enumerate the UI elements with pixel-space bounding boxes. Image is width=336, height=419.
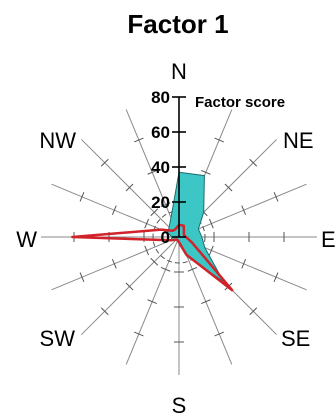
direction-label-n: N [171,59,187,84]
spoke-tick [134,137,144,143]
spoke-WSW [51,236,180,291]
direction-label-s: S [172,393,187,418]
spoke-tick [187,266,198,272]
spoke-tick [100,307,109,316]
direction-label-w: W [16,227,37,252]
spoke-tick [125,282,134,291]
spoke-SW [81,236,180,335]
spoke-tick [134,331,144,337]
spoke-tick [100,158,109,167]
direction-label-sw: SW [40,326,76,351]
spoke-tick [241,205,247,216]
spoke-tick [214,137,224,143]
spoke-tick [147,169,158,175]
spoke-tick [200,169,211,175]
spoke-tick [200,299,211,305]
radial-tick-label-60: 60 [151,123,170,142]
spoke-tick [150,208,159,217]
spoke-tick [160,266,171,272]
spoke-tick [224,183,233,192]
direction-labels: N NE E SE S SW W NW [16,59,335,418]
chart-title: Factor 1 [127,9,228,39]
spoke-tick [147,299,158,305]
spoke-tick [150,257,159,266]
spoke-tick [125,183,134,192]
radial-tick-label-20: 20 [151,193,170,212]
spoke-SSW [125,236,180,365]
radial-tick-label-40: 40 [151,158,170,177]
spoke-NW [81,139,180,238]
y-axis-label: Factor score [195,94,285,111]
spoke-tick [144,245,150,256]
spoke-ENE [178,183,307,238]
spoke-tick [273,272,279,282]
direction-label-e: E [321,227,336,252]
spoke-WNW [51,183,180,238]
radial-axis: 80 60 40 20 0 [151,88,186,247]
spoke-tick [111,258,117,269]
radial-tick-label-80: 80 [151,88,170,107]
spoke-tick [214,331,224,337]
spoke-tick [144,218,150,229]
spoke-tick [111,205,117,216]
spoke-SSE [178,236,233,365]
spoke-tick [249,158,258,167]
spoke-NNW [125,109,180,238]
spoke-tick [208,218,214,229]
spoke-tick [241,258,247,269]
spoke-tick [273,192,279,202]
spoke-tick [249,307,258,316]
radial-tick-label-0: 0 [161,228,170,247]
series-layer [71,171,234,292]
spoke-tick [208,245,214,256]
direction-label-nw: NW [39,128,76,153]
spoke-tick [79,272,85,282]
direction-label-se: SE [281,326,310,351]
direction-label-ne: NE [283,128,314,153]
spoke-tick [160,202,171,208]
series-line-1 [71,223,234,292]
spoke-tick [79,192,85,202]
